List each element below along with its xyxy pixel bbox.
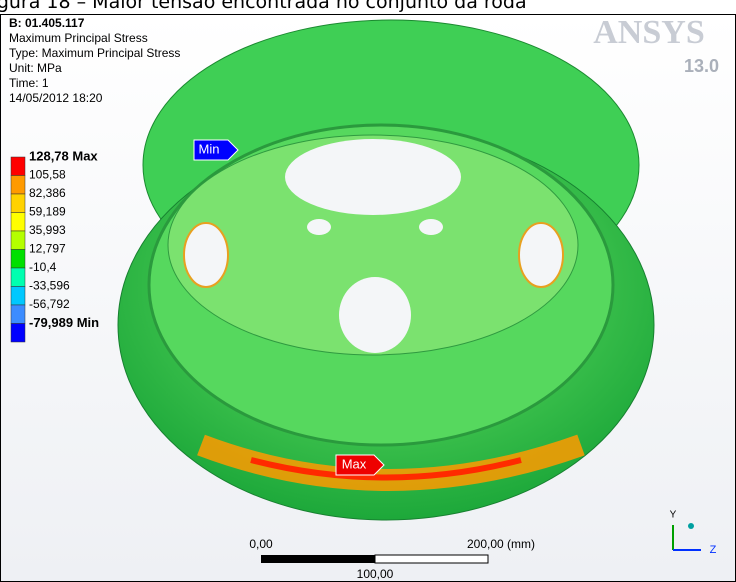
scale-mid: 100,00 [357,567,394,581]
triad-y-label: Y [670,510,677,521]
legend-label: -33,596 [29,279,70,293]
legend-label: 82,386 [29,186,66,200]
scale-bar-dark [261,555,375,563]
legend-swatch [11,231,25,250]
result-time: Time: 1 [9,76,49,90]
result-unit: Unit: MPa [9,61,62,75]
scale-start: 0,00 [249,537,273,551]
logo-version: 13.0 [684,56,719,76]
legend-label: -79,989 Min [29,315,99,330]
legend-swatch [11,194,25,213]
scale-end: 200,00 (mm) [467,537,535,551]
vent-hole [519,223,563,287]
center-bore [285,139,461,215]
legend-label: -56,792 [29,297,70,311]
legend-swatch [11,305,25,324]
scale-bar-light [375,555,488,563]
legend-label: 35,993 [29,223,66,237]
scene: Min Max B: 01.405.117 Maximum Principal … [1,15,735,581]
legend-swatch [11,250,25,269]
result-type: Type: Maximum Principal Stress [9,46,180,60]
page: Figura 18 – Maior tensão encontrada no c… [0,0,736,582]
legend-label: 128,78 Max [29,148,98,163]
legend-label: -10,4 [29,260,57,274]
bolt-hole [419,219,443,235]
result-date: 14/05/2012 18:20 [9,91,103,105]
result-id: B: 01.405.117 [9,16,85,30]
min-label: Min [199,141,220,156]
legend-swatch [11,324,25,343]
legend-label: 105,58 [29,168,66,182]
legend-swatch [11,157,25,176]
legend-label: 59,189 [29,205,66,219]
legend-label: 12,797 [29,242,66,256]
logo: ANSYS [593,15,704,51]
triad-x [688,523,694,529]
legend-swatch [11,287,25,306]
vent-hole [339,277,411,353]
caption: Figura 18 – Maior tensão encontrada no c… [0,0,736,13]
legend-swatch [11,268,25,287]
vent-hole [184,223,228,287]
viewport: Min Max B: 01.405.117 Maximum Principal … [0,14,736,582]
triad-z-label: Z [710,544,717,556]
result-name: Maximum Principal Stress [9,31,148,45]
legend-swatch [11,213,25,232]
max-label: Max [342,456,367,471]
bolt-hole [307,219,331,235]
legend-swatch [11,176,25,195]
